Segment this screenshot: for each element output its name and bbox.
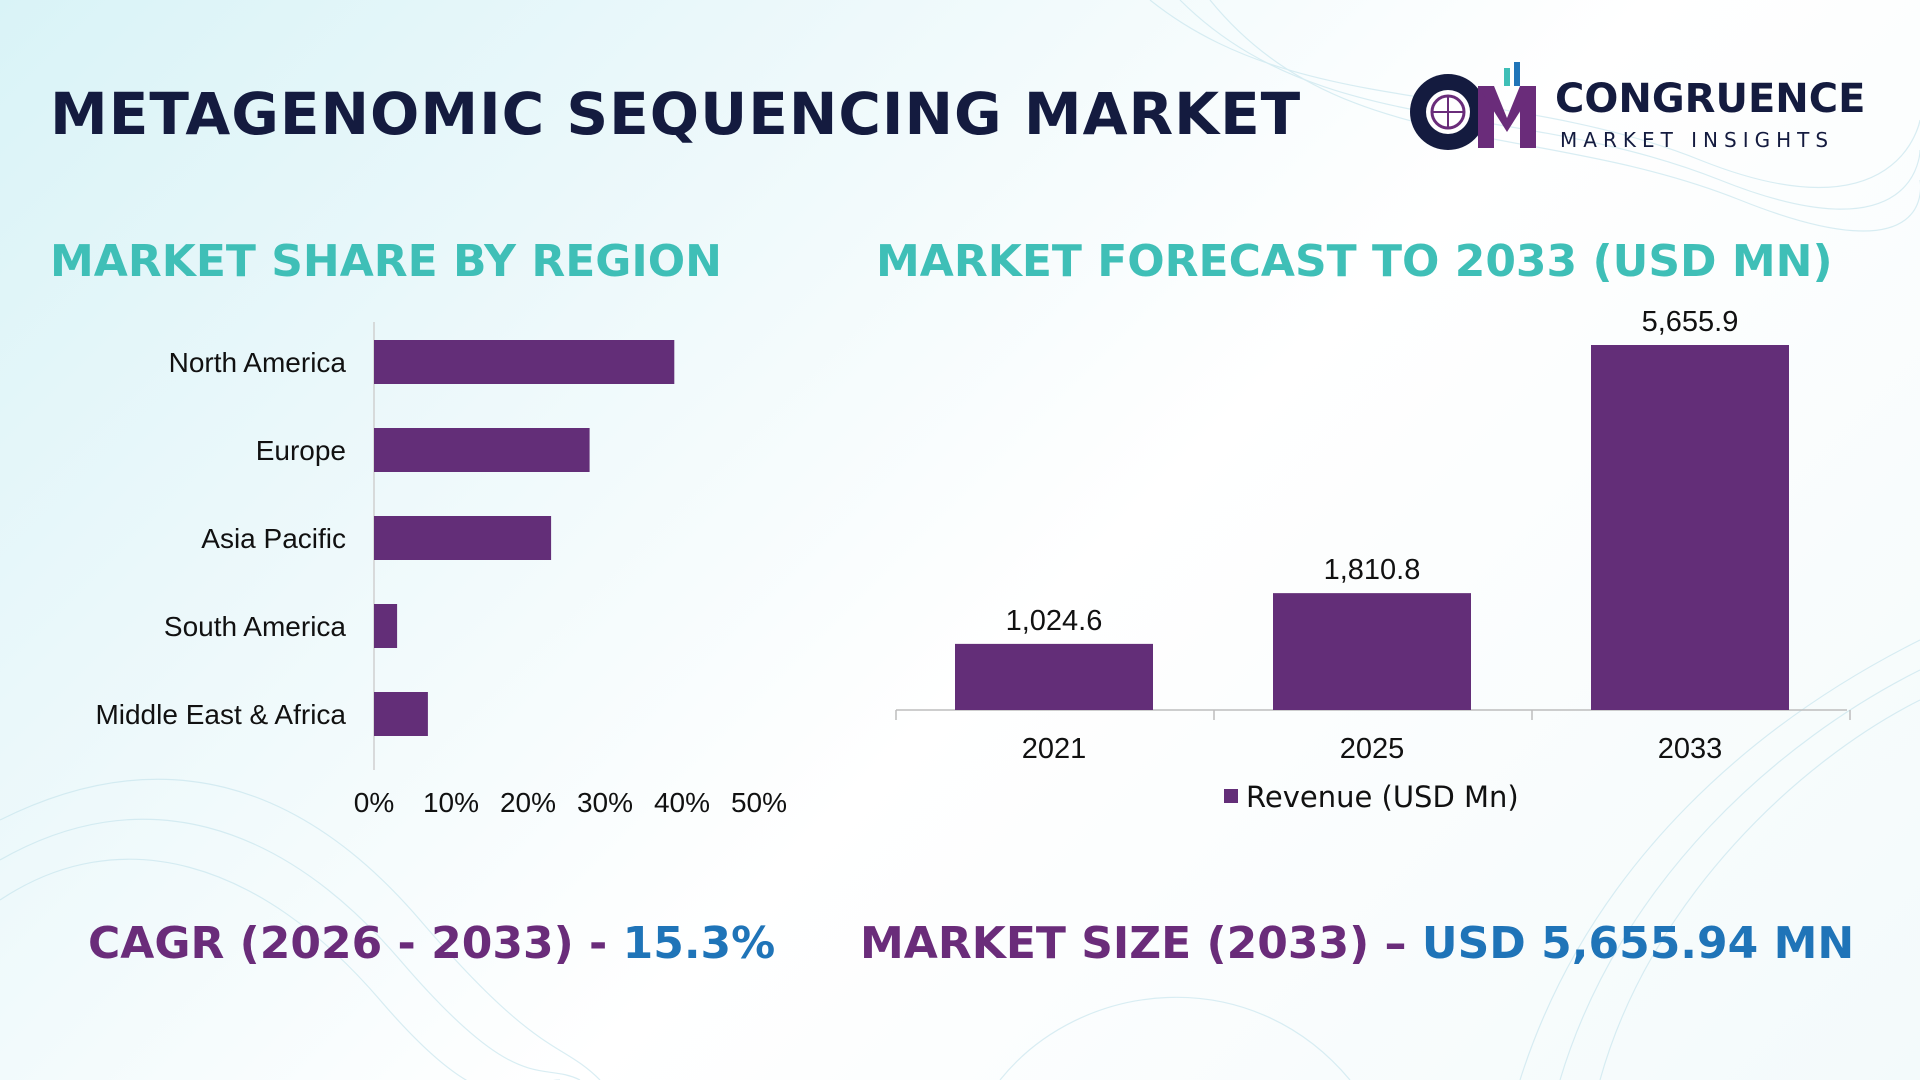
logo-name: CONGRUENCE [1555,76,1866,122]
legend-swatch [1224,789,1238,803]
bar [1591,345,1789,710]
data-label: 1,810.8 [1324,554,1421,586]
bar [374,692,428,736]
data-label: 1,024.6 [1006,605,1103,637]
category-label: Europe [256,435,346,466]
region-share-heading: MARKET SHARE BY REGION [50,236,722,287]
x-tick-label: 40% [654,787,710,818]
market-size-value: USD 5,655.94 MN [1421,918,1855,969]
data-label: 5,655.9 [1642,306,1739,338]
x-tick-label: 50% [731,787,787,818]
x-tick-label: 2033 [1658,733,1723,765]
brand-logo: CONGRUENCE MARKET INSIGHTS [1400,60,1880,160]
x-tick-label: 30% [577,787,633,818]
market-size-label: MARKET SIZE (2033) – [860,918,1407,969]
category-label: Middle East & Africa [95,699,346,730]
page-title: METAGENOMIC SEQUENCING MARKET [50,80,1302,148]
forecast-legend: Revenue (USD Mn) [1224,780,1519,814]
bar [1273,593,1471,710]
region-share-chart: North America Europe Asia Pacific South Ame… [95,322,787,818]
x-tick-label: 10% [423,787,479,818]
category-label: Asia Pacific [201,523,346,554]
x-tick-label: 2021 [1022,733,1087,765]
legend-label: Revenue (USD Mn) [1246,780,1519,814]
category-label: North America [169,347,347,378]
bar [374,604,398,648]
cagr-value: 15.3% [622,918,776,969]
bar [374,340,675,384]
bar [374,516,552,560]
forecast-chart: 1,024.6 2021 1,810.8 2025 5,655.9 2033 [895,306,1851,765]
x-tick-label: 2025 [1340,733,1405,765]
category-label: South America [164,611,347,642]
x-tick-label: 0% [354,787,394,818]
logo-icon [1410,62,1536,150]
bar [955,643,1153,710]
cagr-stat: CAGR (2026 - 2033) - 15.3% [88,918,775,969]
x-tick-label: 20% [500,787,556,818]
logo-subtitle: MARKET INSIGHTS [1560,128,1835,152]
forecast-heading: MARKET FORECAST TO 2033 (USD MN) [876,236,1833,287]
market-size-stat: MARKET SIZE (2033) – USD 5,655.94 MN [860,918,1854,969]
cagr-label: CAGR (2026 - 2033) - [88,918,608,969]
bar [374,428,590,472]
